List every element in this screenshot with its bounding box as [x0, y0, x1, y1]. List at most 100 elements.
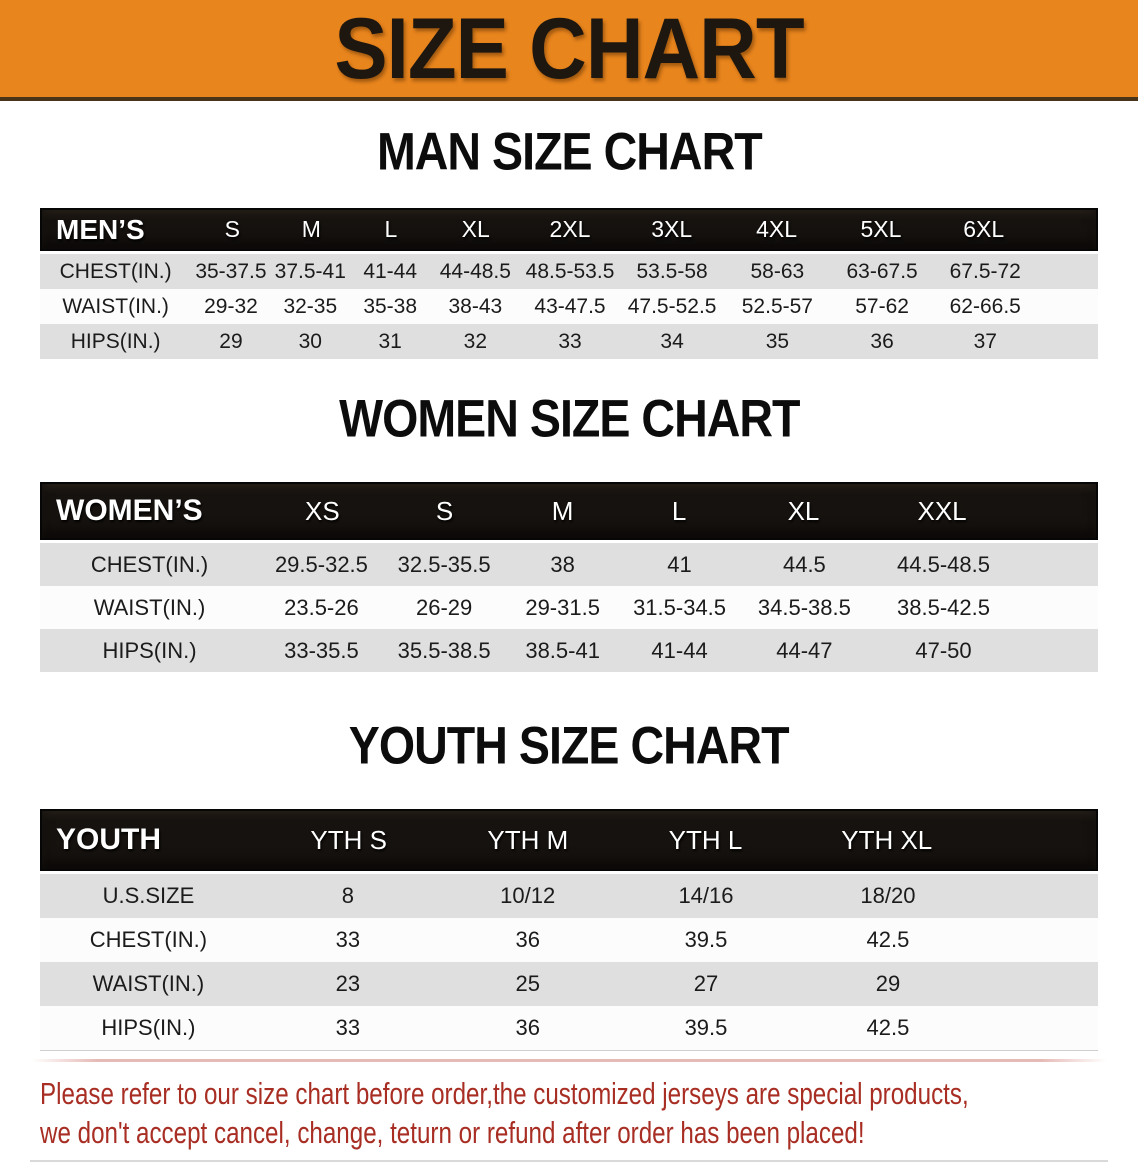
row-hips: HIPS(IN.) 33-35.5 35.5-38.5 38.5-41 41-4… [40, 629, 1098, 672]
cell: 35-37.5 [195, 259, 267, 283]
disclaimer-line-1-text: Please refer to our size chart before or… [40, 1076, 969, 1111]
cell: 62-66.5 [949, 294, 1021, 318]
cell: 47-50 [915, 637, 972, 663]
column-header: YTH L [668, 824, 743, 855]
cell: 44-48.5 [439, 259, 511, 283]
column-header: S [224, 216, 240, 242]
cell: 31.5-34.5 [633, 594, 727, 620]
cell: 41-44 [363, 259, 418, 283]
cell: 29.5-32.5 [274, 551, 368, 577]
cell: 48.5-53.5 [525, 259, 615, 283]
spacer-cell [1037, 254, 1098, 289]
cell: 44-47 [776, 637, 833, 663]
mens-table-header-row: MEN’S S M L XL 2XL 3XL 4XL 5XL 6XL [40, 208, 1098, 251]
cell: 52.5-57 [741, 294, 813, 318]
cell: 32-35 [283, 294, 338, 318]
cell: 38-43 [448, 294, 503, 318]
row-waist: WAIST(IN.) 23.5-26 26-29 29-31.5 31.5-34… [40, 586, 1098, 629]
mens-size-section: MAN SIZE CHART MEN’S S M L XL 2XL 3XL 4X… [0, 123, 1138, 359]
cell: 35-38 [363, 294, 418, 318]
column-header: XXL [917, 495, 967, 526]
row-label: CHEST(IN.) [90, 551, 209, 577]
cell: 57-62 [855, 294, 909, 318]
column-header: L [671, 495, 687, 526]
womens-section-heading-text: WOMEN SIZE CHART [338, 390, 800, 449]
spacer-cell [1037, 324, 1098, 359]
cell: 14/16 [678, 883, 734, 908]
column-header: M [551, 495, 574, 526]
column-header: 3XL [651, 216, 693, 242]
column-header: XS [305, 495, 340, 526]
youth-table-header-row: YOUTH YTH S YTH M YTH L YTH XL [40, 809, 1098, 871]
column-header: M [301, 216, 321, 242]
cell: 34.5-38.5 [757, 594, 851, 620]
cell: 8 [341, 883, 354, 908]
cell: 29-31.5 [525, 594, 600, 620]
cell: 43-47.5 [534, 294, 606, 318]
spacer-cell [1037, 289, 1098, 324]
row-chest: CHEST(IN.) 33 36 39.5 42.5 [40, 918, 1098, 962]
womens-size-section: WOMEN SIZE CHART WOMEN’S XS S M L XL XXL… [0, 390, 1138, 672]
cell: 36 [515, 927, 540, 952]
row-label: WAIST(IN.) [92, 971, 205, 996]
spacer-cell [981, 918, 1098, 962]
cell: 38.5-41 [525, 637, 600, 663]
disclaimer-line-1: Please refer to our size chart before or… [40, 1074, 1138, 1113]
row-label: WAIST(IN.) [93, 594, 206, 620]
cell: 10/12 [500, 883, 556, 908]
row-label: HIPS(IN.) [101, 1015, 196, 1040]
cell: 27 [693, 971, 719, 996]
cell: 67.5-72 [949, 259, 1021, 283]
spacer-cell [979, 811, 1096, 869]
cell: 42.5 [866, 1015, 910, 1040]
cell: 42.5 [866, 927, 910, 952]
disclaimer-line-2: we don't accept cancel, change, teturn o… [40, 1113, 1138, 1152]
cell: 44.5-48.5 [897, 551, 990, 577]
column-header: YTH XL [841, 824, 933, 855]
cell: 58-63 [750, 259, 805, 283]
cell: 33 [335, 927, 361, 952]
column-header: XL [787, 495, 820, 526]
cell: 34 [660, 329, 684, 353]
row-label: CHEST(IN.) [89, 927, 208, 952]
cell: 26-29 [416, 594, 473, 620]
row-waist: WAIST(IN.) 29-32 32-35 35-38 38-43 43-47… [40, 289, 1098, 324]
cell: 18/20 [860, 883, 916, 908]
cell: 38.5-42.5 [897, 594, 990, 620]
cell: 32 [463, 329, 488, 353]
row-chest: CHEST(IN.) 29.5-32.5 32.5-35.5 38 41 44.… [40, 543, 1098, 586]
column-header: 6XL [963, 216, 1005, 242]
column-header: YTH M [487, 824, 569, 855]
cell: 32.5-35.5 [397, 551, 491, 577]
mens-section-heading-text: MAN SIZE CHART [376, 123, 763, 182]
youth-size-table: YOUTH YTH S YTH M YTH L YTH XL U.S.SIZE … [40, 809, 1098, 1051]
row-label: HIPS(IN.) [102, 637, 197, 663]
column-header: XL [461, 216, 490, 242]
cell: 33 [335, 1015, 361, 1040]
cell: 31 [378, 329, 402, 353]
mens-section-heading: MAN SIZE CHART [0, 123, 1138, 189]
disclaimer: Please refer to our size chart before or… [40, 1074, 1138, 1152]
column-header: YTH S [310, 824, 387, 855]
cell: 35.5-38.5 [397, 637, 491, 663]
cell: 29-32 [204, 294, 258, 318]
spacer-cell [981, 962, 1098, 1006]
column-header: L [384, 216, 398, 242]
womens-table-header-row: WOMEN’S XS S M L XL XXL [40, 482, 1098, 540]
row-waist: WAIST(IN.) 23 25 27 29 [40, 962, 1098, 1006]
spacer-cell [981, 874, 1098, 918]
cell: 36 [515, 1015, 540, 1040]
cell: 33 [558, 329, 582, 353]
cell: 37.5-41 [274, 259, 346, 283]
column-header: 4XL [756, 216, 798, 242]
column-header: 5XL [860, 216, 902, 242]
cell: 39.5 [684, 1015, 728, 1040]
column-header: S [435, 495, 454, 526]
cell: 63-67.5 [846, 259, 918, 283]
cell: 36 [870, 329, 894, 353]
spacer-cell [1015, 484, 1096, 538]
youth-section-heading: YOUTH SIZE CHART [0, 719, 1138, 783]
cell: 29 [219, 329, 243, 353]
womens-size-table: WOMEN’S XS S M L XL XXL CHEST(IN.) 29.5-… [40, 482, 1098, 672]
row-label: U.S.SIZE [102, 883, 195, 908]
